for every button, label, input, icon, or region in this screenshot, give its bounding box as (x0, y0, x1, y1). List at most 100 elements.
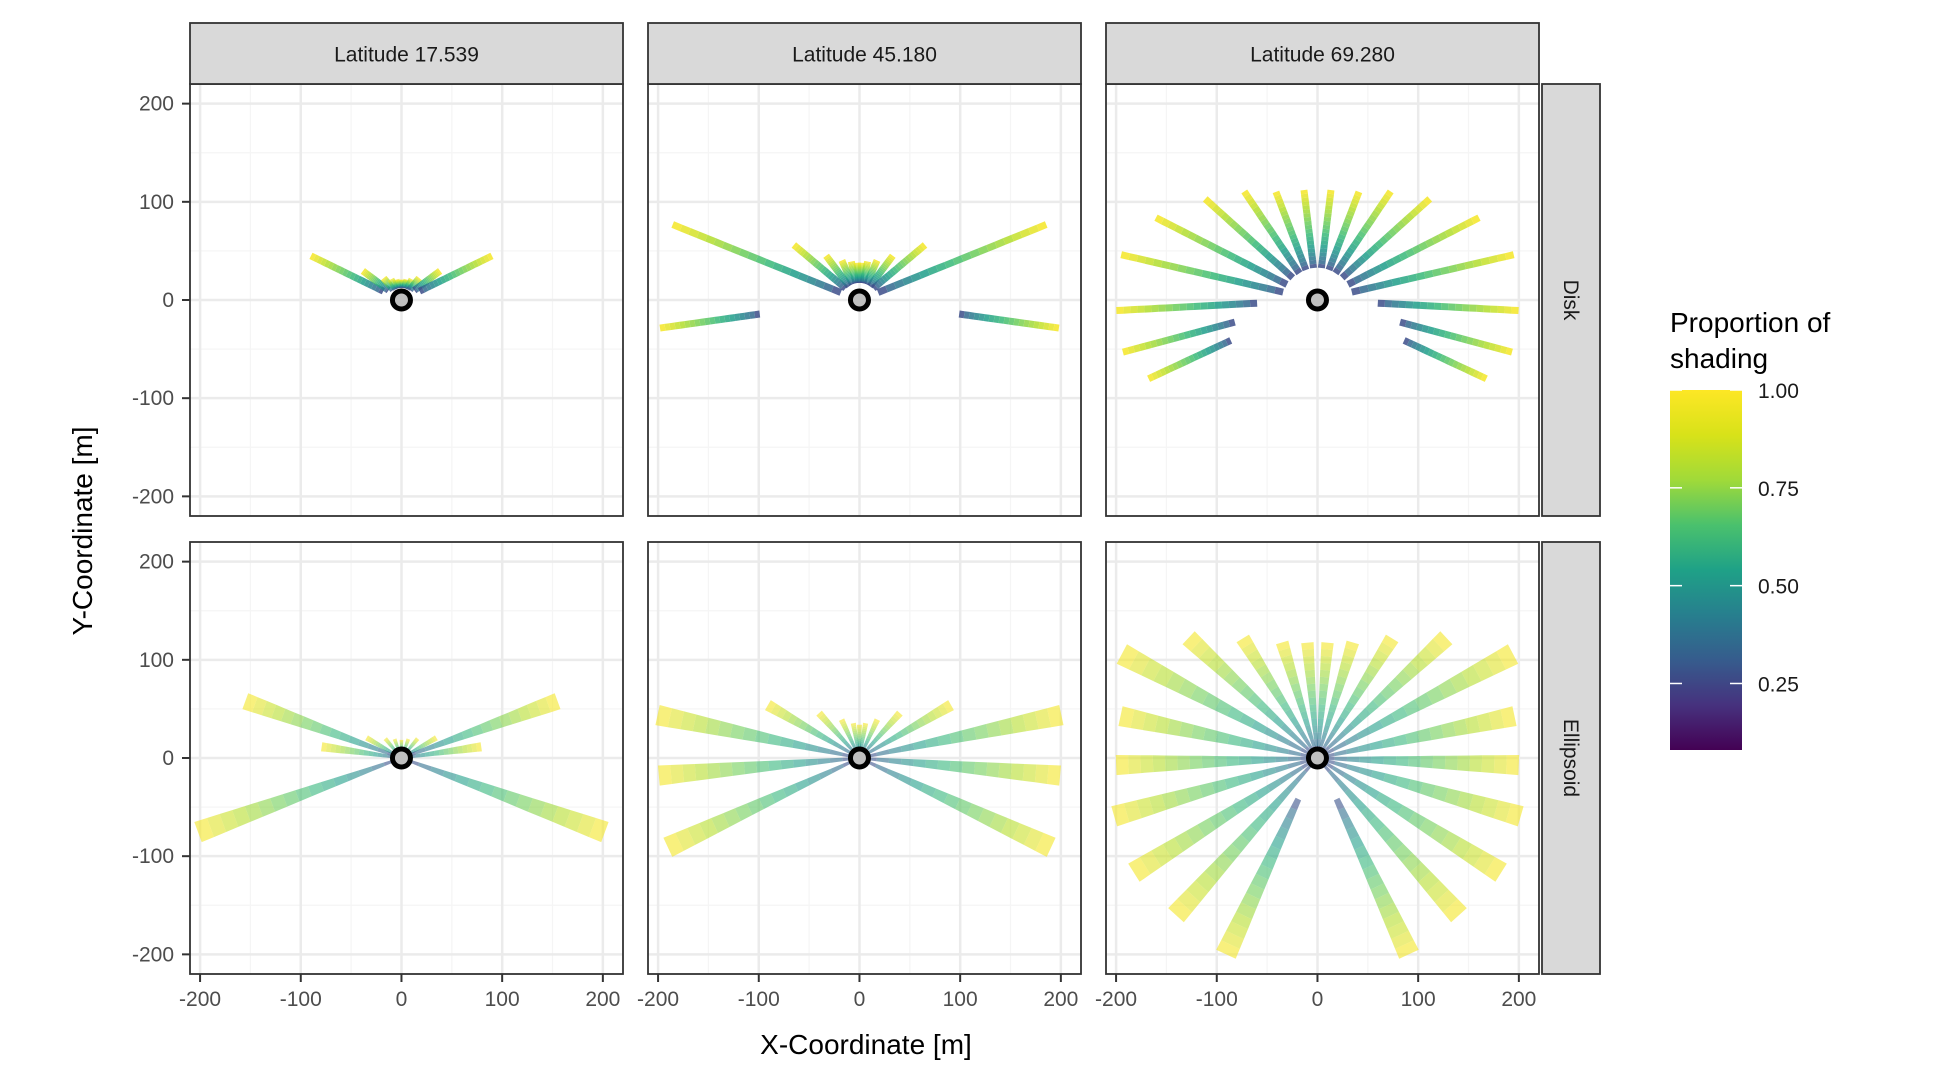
shading-segment (1500, 706, 1517, 728)
shading-segment (805, 758, 818, 767)
shading-segment (1476, 304, 1484, 313)
shading-segment (1476, 371, 1484, 380)
shading-segment (436, 268, 443, 275)
shading-segment (1320, 244, 1328, 249)
shading-segment (1395, 669, 1412, 686)
shading-segment (1323, 724, 1330, 734)
shading-segment (1242, 300, 1251, 308)
legend-tick-label: 1.00 (1758, 380, 1799, 403)
shading-segment (1010, 714, 1027, 734)
shading-segment (826, 737, 835, 745)
shading-segment (937, 733, 952, 746)
shading-segment (503, 790, 521, 807)
shading-segment (1137, 305, 1145, 313)
shading-segment (1116, 306, 1124, 314)
shading-segment (405, 742, 409, 745)
shading-segment (872, 261, 880, 266)
shading-segment (1226, 756, 1239, 767)
shading-segment (1265, 845, 1281, 860)
shading-segment (1239, 737, 1254, 749)
shading-segment (1264, 251, 1274, 261)
shading-segment (713, 238, 725, 249)
shading-segment (1395, 776, 1411, 790)
shading-segment (680, 711, 697, 732)
shading-segment (371, 739, 376, 745)
shading-segment (1354, 234, 1364, 243)
shading-segment (1396, 220, 1406, 230)
shading-segment (857, 264, 865, 266)
shading-segment (383, 737, 388, 741)
row-strip-label: Disk (1559, 280, 1582, 321)
facet-strips: Latitude 17.539 Latitude 45.180 Latitude 6… (189, 22, 1601, 975)
shading-segment (1292, 241, 1301, 248)
shading-segment (433, 739, 446, 749)
shading-segment (730, 724, 745, 740)
shading-segment (1343, 250, 1353, 259)
shading-segment (432, 271, 439, 278)
shading-segment (1306, 240, 1315, 246)
shading-segment (371, 762, 385, 771)
shading-segment (1123, 306, 1131, 314)
shading-segment (1385, 189, 1394, 198)
shading-segment (670, 764, 685, 784)
shading-segment (271, 704, 286, 722)
shading-segment (1468, 367, 1476, 377)
legend-colorbar (1670, 390, 1742, 750)
shading-segment (1320, 662, 1331, 671)
shading-segment (844, 271, 851, 275)
shading-segment (1277, 202, 1286, 209)
shading-segment (390, 745, 394, 749)
y-tick-label: -100 (132, 387, 174, 410)
shading-segment (1472, 369, 1480, 379)
shading-segment (1451, 837, 1473, 860)
shading-segment (1365, 664, 1380, 678)
shading-segment (1434, 889, 1458, 913)
shading-segment (1280, 701, 1291, 713)
shading-segment (868, 269, 876, 274)
shading-segment (527, 798, 546, 817)
shading-segment (756, 760, 770, 773)
shading-segment (1204, 862, 1225, 883)
shading-segment (873, 273, 881, 280)
shading-segment (1320, 655, 1332, 664)
shading-segment (1441, 303, 1449, 311)
shading-segment (694, 319, 701, 327)
shading-segment (1200, 348, 1208, 357)
shading-segment (840, 720, 846, 725)
shading-segment (1320, 240, 1329, 246)
shading-segment (850, 722, 857, 726)
shading-segment (1275, 733, 1291, 746)
shading-segment (829, 749, 843, 757)
shading-segment (1246, 261, 1256, 271)
shading-segment (1288, 749, 1301, 757)
shading-segment (1332, 267, 1342, 276)
shading-segment (879, 740, 887, 748)
shading-segment (1285, 668, 1298, 679)
shading-segment (669, 322, 676, 331)
shading-segment (1346, 278, 1357, 288)
shading-segment (1305, 724, 1312, 734)
shading-segment (1351, 286, 1361, 296)
shading-segment (1308, 255, 1317, 261)
shading-segment (1419, 818, 1438, 837)
shading-segment (937, 760, 951, 771)
shading-segment (1421, 324, 1429, 333)
shading-segment (837, 272, 844, 278)
shading-segment (1372, 692, 1388, 707)
shading-segment (367, 273, 373, 280)
shading-segment (1460, 364, 1468, 373)
shading-segment (1160, 217, 1171, 228)
shading-segment (349, 747, 355, 755)
shading-segment (1267, 797, 1283, 813)
shading-segment (863, 263, 871, 266)
shading-segment (1144, 256, 1155, 266)
x-tick-label: -200 (1095, 988, 1137, 1011)
shading-segment (470, 724, 484, 737)
shading-segment (734, 313, 741, 321)
shading-segment (1189, 329, 1197, 338)
shading-segment (872, 720, 879, 725)
column-strip-label: Latitude 69.280 (1250, 44, 1395, 67)
shading-segment (1379, 261, 1389, 271)
shading-segment (1128, 651, 1151, 676)
shading-segment (872, 722, 878, 728)
